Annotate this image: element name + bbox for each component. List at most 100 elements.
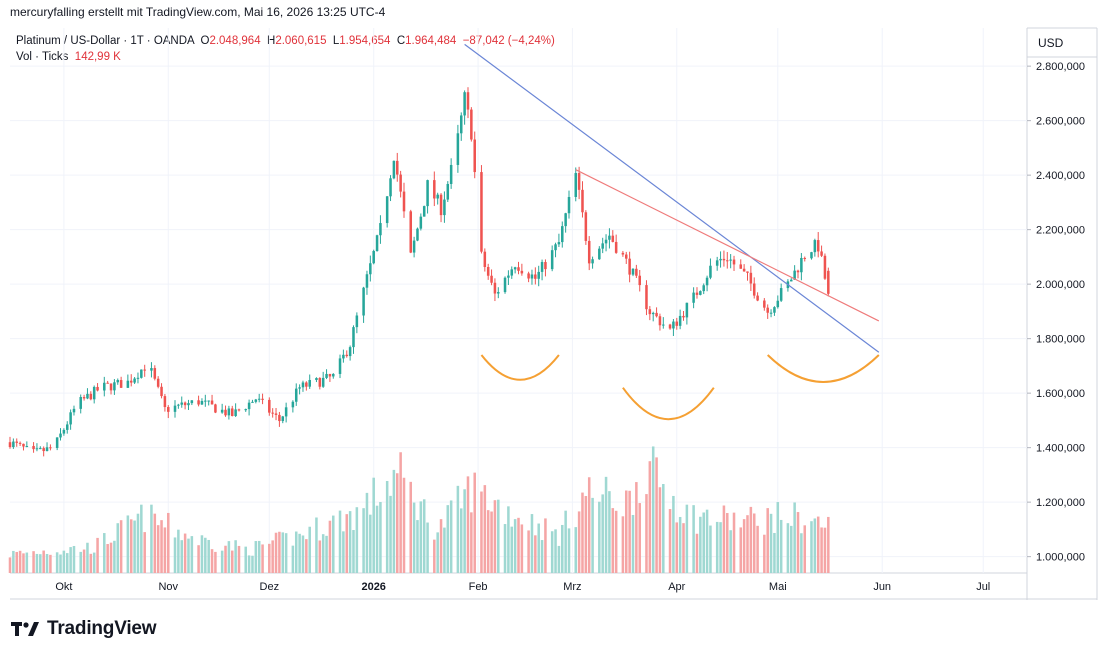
volume-bar: [25, 552, 29, 573]
volume-bar: [234, 540, 237, 573]
tradingview-logo[interactable]: TradingView: [11, 618, 157, 640]
candle-body: [257, 398, 261, 400]
candle-body: [668, 324, 672, 329]
volume-bar: [776, 502, 780, 573]
candle-body: [823, 255, 827, 279]
volume-bar: [796, 512, 800, 573]
volume-bar: [584, 496, 588, 573]
candle-body: [658, 316, 662, 326]
volume-bar: [813, 518, 817, 573]
volume-bar: [790, 525, 793, 573]
volume-bar: [173, 537, 177, 573]
volume-bar: [645, 494, 648, 573]
candle-body: [62, 429, 66, 434]
candle-body: [459, 115, 463, 134]
candle-body: [692, 292, 695, 303]
volume-bar: [550, 531, 554, 573]
open-label: O: [200, 35, 210, 47]
volume-bar: [244, 546, 247, 573]
volume-bar: [150, 504, 153, 573]
volume-bar: [82, 549, 86, 573]
volume-bar: [204, 537, 207, 573]
candle-body: [752, 283, 756, 296]
candle-body: [244, 409, 247, 411]
candle-body: [379, 223, 382, 236]
candle-body: [534, 274, 537, 279]
volume-bar: [133, 520, 136, 573]
volume-bar: [463, 489, 466, 573]
arc-drawing[interactable]: [480, 354, 560, 381]
volume-bar: [419, 501, 423, 573]
volume-bar: [581, 492, 584, 573]
candle-body: [456, 133, 460, 165]
candle-body: [732, 259, 736, 265]
candle-body: [742, 268, 746, 272]
candle-body: [18, 442, 22, 444]
volume-bar: [611, 508, 615, 573]
volume-bar: [544, 518, 547, 573]
volume-bar: [177, 529, 180, 573]
candle-body: [207, 400, 210, 402]
volume-bar: [534, 535, 537, 573]
volume-bar: [92, 552, 96, 573]
volume-bar: [237, 545, 241, 573]
candle-body: [79, 397, 82, 409]
symbol-name[interactable]: Platinum / US-Dollar · 1T · OANDA: [16, 35, 195, 47]
volume-bar: [614, 510, 618, 573]
candle-body: [268, 399, 271, 413]
candle-body: [136, 377, 140, 379]
arc-drawing[interactable]: [622, 387, 715, 421]
volume-bar: [601, 494, 604, 573]
candle-body: [638, 275, 641, 286]
volume-bar: [69, 547, 72, 573]
candle-body: [614, 241, 618, 253]
candle-body: [106, 382, 109, 384]
candle-body: [550, 250, 554, 270]
volume-bar: [119, 520, 123, 573]
volume-bar: [106, 544, 109, 573]
volume-bar: [342, 531, 345, 573]
candle-body: [719, 258, 722, 261]
volume-bar: [709, 525, 712, 573]
candle-body: [274, 413, 278, 415]
arc-drawing[interactable]: [767, 354, 880, 383]
candle-body: [12, 441, 15, 448]
candle-body: [372, 251, 375, 264]
time-tick-label: Feb: [469, 581, 488, 593]
candle-body: [722, 258, 726, 261]
time-tick-label: Jun: [873, 581, 891, 593]
candle-body: [483, 251, 487, 268]
volume-label[interactable]: Vol · Ticks: [16, 51, 69, 63]
volume-bar: [247, 555, 251, 573]
price-tick-label: 1.400,000: [1036, 443, 1085, 455]
volume-bar: [224, 545, 227, 573]
trendline-red[interactable]: [575, 169, 880, 322]
volume-bar: [281, 532, 285, 573]
volume-bar: [126, 515, 130, 573]
currency-label[interactable]: USD: [1038, 36, 1064, 50]
candle-body: [284, 407, 288, 417]
candle-body: [581, 189, 584, 213]
volume-bar: [42, 550, 45, 573]
volume-bar: [348, 511, 352, 573]
candle-body: [779, 288, 783, 301]
volume-bar: [278, 531, 281, 573]
price-chart[interactable]: USD 1.000,000 1.200,000 1.400,000 1.600,000 1…: [0, 0, 1100, 605]
candle-body: [338, 358, 342, 374]
close-value: 1.964,484: [405, 35, 457, 47]
candle-body: [177, 404, 180, 406]
candle-body: [513, 267, 517, 270]
candle-body: [540, 262, 544, 272]
candle-body: [635, 268, 638, 276]
volume-bar: [604, 476, 608, 573]
candle-body: [746, 271, 749, 273]
candle-body: [237, 409, 241, 411]
volume-bar: [32, 551, 35, 573]
volume-bar: [294, 531, 298, 573]
trendline-blue[interactable]: [464, 43, 880, 353]
candle-body: [409, 211, 413, 253]
volume-bar: [416, 520, 419, 573]
candle-body: [389, 178, 392, 197]
volume-bar: [480, 491, 483, 573]
candle-body: [204, 400, 207, 402]
